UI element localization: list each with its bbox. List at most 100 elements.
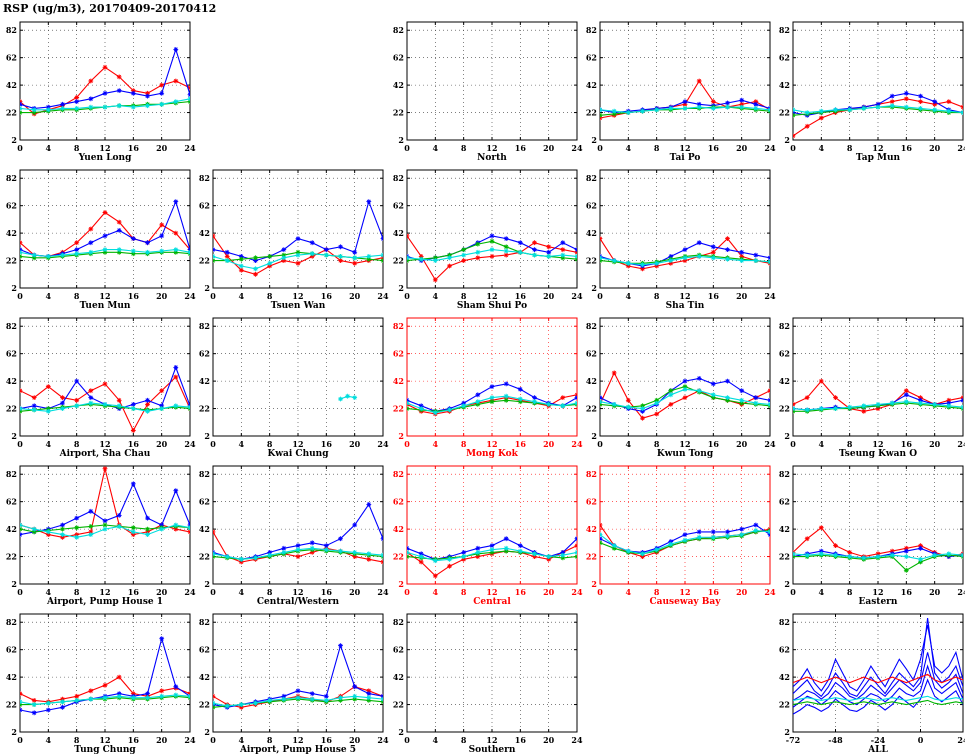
y-tick-label: 82 <box>199 173 210 183</box>
x-tick-label: 4 <box>432 587 438 597</box>
x-tick-label: 20 <box>349 439 361 449</box>
x-tick-label: 12 <box>293 439 304 449</box>
x-tick-label: 8 <box>847 439 853 449</box>
plot-frame <box>406 317 577 437</box>
y-tick-label: 2 <box>591 579 597 589</box>
y-tick-label: 42 <box>199 376 210 386</box>
y-tick-label: 82 <box>392 321 403 331</box>
y-tick-label: 2 <box>784 431 790 441</box>
x-tick-label: 8 <box>654 439 660 449</box>
x-tick-label: 12 <box>99 291 110 301</box>
x-tick-label: 24 <box>378 439 390 449</box>
series-group <box>793 525 963 573</box>
series-markers-cyan <box>793 103 963 115</box>
x-tick-label: 8 <box>847 587 853 597</box>
panel-title-tap-mun: Tap Mun <box>856 153 901 163</box>
x-tick-label: 0 <box>17 587 23 597</box>
y-tick-label: 42 <box>6 524 17 534</box>
x-tick-label: 24 <box>571 587 583 597</box>
x-tick-label: 16 <box>514 143 526 153</box>
panel-title-sha-tin: Sha Tin <box>665 301 704 311</box>
panel-title-airport-pump-house-1: Airport, Pump House 1 <box>46 597 163 607</box>
x-tick-label: 0 <box>17 291 23 301</box>
x-tick-label: 20 <box>156 587 168 597</box>
x-tick-label: 0 <box>17 735 23 745</box>
y-tick-label: 2 <box>398 283 404 293</box>
x-tick-label: 16 <box>514 735 526 745</box>
y-tick-label: 42 <box>392 80 403 90</box>
y-tick-label: 42 <box>779 376 790 386</box>
series-markers-cyan <box>599 104 770 115</box>
x-tick-label: 20 <box>543 291 555 301</box>
x-tick-label: 12 <box>486 291 497 301</box>
y-tick-label: 82 <box>392 25 403 35</box>
y-tick-label: 42 <box>392 228 403 238</box>
x-tick-label: 8 <box>654 587 660 597</box>
y-tick-label: 42 <box>779 524 790 534</box>
y-tick-label: 82 <box>6 173 17 183</box>
x-tick-label: 4 <box>625 291 631 301</box>
x-tick-label: 4 <box>432 439 438 449</box>
x-tick-label: 16 <box>321 439 333 449</box>
series-group <box>406 233 577 283</box>
y-tick-label: 42 <box>6 228 17 238</box>
x-tick-label: 12 <box>486 439 497 449</box>
x-tick-label: 24 <box>957 143 965 153</box>
x-tick-label: 20 <box>156 291 168 301</box>
series-markers-red <box>20 374 190 433</box>
x-tick-label: 4 <box>819 143 825 153</box>
y-tick-label: 82 <box>6 469 17 479</box>
chart-title: RSP (ug/m3), 20170409-20170412 <box>3 2 217 15</box>
y-tick-label: 42 <box>392 672 403 682</box>
x-tick-label: 16 <box>708 587 720 597</box>
x-tick-label: 16 <box>514 439 526 449</box>
x-tick-label: 0 <box>210 439 216 449</box>
y-tick-label: 42 <box>586 228 597 238</box>
y-tick-label: 22 <box>6 108 17 118</box>
y-tick-label: 22 <box>779 552 790 562</box>
panel-title-central: Central <box>473 597 511 607</box>
x-tick-label: 4 <box>625 439 631 449</box>
series-group <box>599 78 770 121</box>
x-tick-label: 12 <box>99 439 110 449</box>
y-tick-label: 62 <box>586 53 597 63</box>
panel-title-north: North <box>477 153 507 163</box>
y-tick-label: 62 <box>6 349 17 359</box>
x-tick-label: 4 <box>819 587 825 597</box>
x-tick-label: 20 <box>736 143 748 153</box>
panel-title-all: ALL <box>867 745 888 755</box>
x-tick-label: 12 <box>679 143 690 153</box>
y-tick-label: 62 <box>586 497 597 507</box>
series-markers-cyan <box>793 551 963 562</box>
y-tick-label: 82 <box>779 321 790 331</box>
y-tick-label: 2 <box>398 727 404 737</box>
series-markers-red <box>793 378 963 414</box>
x-tick-label: 8 <box>460 587 466 597</box>
x-tick-label: 20 <box>349 587 361 597</box>
plot-frame <box>212 613 384 733</box>
x-tick-label: 0 <box>210 735 216 745</box>
panel-title-tseung-kwan-o: Tseung Kwan O <box>839 449 917 459</box>
chart-panel-tap-mun: 22242628204812162024Tap Mun <box>779 21 965 163</box>
y-tick-label: 22 <box>392 404 403 414</box>
y-tick-label: 82 <box>6 617 17 627</box>
x-tick-label: 20 <box>156 143 168 153</box>
panel-title-tung-chung: Tung Chung <box>74 745 136 755</box>
panel-title-mong-kok: Mong Kok <box>466 449 519 459</box>
x-tick-label: 16 <box>321 291 333 301</box>
plot-frame <box>792 465 964 585</box>
x-tick-label: 24 <box>764 587 776 597</box>
series-group <box>213 502 384 565</box>
x-tick-label: 0 <box>404 587 410 597</box>
series-markers-cyan <box>406 393 577 416</box>
y-tick-label: 42 <box>6 376 17 386</box>
y-tick-label: 22 <box>779 700 790 710</box>
x-tick-label: -72 <box>786 735 800 745</box>
y-tick-label: 22 <box>586 404 597 414</box>
x-tick-label: 4 <box>432 735 438 745</box>
y-tick-label: 62 <box>6 645 17 655</box>
